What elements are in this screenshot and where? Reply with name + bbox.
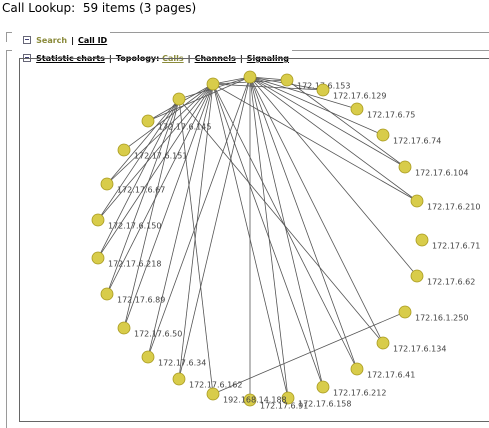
edge — [97, 83, 214, 221]
edge — [123, 98, 180, 329]
node — [117, 143, 131, 157]
edge — [147, 76, 251, 358]
edge — [178, 76, 251, 380]
node — [398, 305, 412, 319]
node-label: 172.17.6.162 — [189, 381, 242, 390]
edge — [249, 76, 418, 202]
edge — [212, 83, 324, 388]
edge — [212, 83, 358, 370]
node — [316, 83, 330, 97]
node-label: 172.17.6.62 — [427, 278, 475, 287]
edge — [147, 83, 214, 358]
node — [350, 362, 364, 376]
node-label: 172.17.6.71 — [432, 242, 480, 251]
edge — [106, 98, 180, 295]
edge — [123, 83, 214, 329]
node — [117, 321, 131, 335]
edge — [249, 76, 384, 344]
node — [100, 287, 114, 301]
node — [243, 70, 257, 84]
node-label: 172.17.6.67 — [117, 186, 165, 195]
node — [141, 350, 155, 364]
node-label: 172.17.6.34 — [158, 359, 206, 368]
node — [91, 213, 105, 227]
page-title: Call Lookup: 59 items (3 pages) — [2, 1, 197, 15]
search-fieldset — [6, 32, 489, 42]
node-label: 172.17.6.89 — [117, 296, 165, 305]
node-label: 172.17.6.150 — [108, 222, 161, 231]
node — [243, 393, 257, 407]
node — [206, 77, 220, 91]
separator: | — [71, 36, 75, 45]
node — [100, 177, 114, 191]
node-label: 172.17.6.212 — [333, 389, 386, 398]
edge — [249, 76, 324, 388]
expand-icon[interactable] — [23, 36, 32, 44]
node-label: 172.17.6.151 — [134, 152, 187, 161]
search-link[interactable]: Search — [36, 36, 68, 45]
node-label: 172.17.6.210 — [427, 203, 480, 212]
node-label: 172.17.6.75 — [367, 111, 415, 120]
edge — [106, 98, 180, 185]
edge — [249, 76, 384, 136]
node — [172, 372, 186, 386]
node-label: 192.168.14.188 — [223, 396, 287, 405]
graph-frame — [19, 58, 489, 422]
node-label: 172.17.6.41 — [367, 371, 415, 380]
node — [280, 73, 294, 87]
edge — [286, 79, 406, 168]
node — [206, 387, 220, 401]
edge — [123, 83, 214, 151]
node — [350, 102, 364, 116]
node — [91, 251, 105, 265]
node — [281, 391, 295, 405]
edge — [178, 98, 214, 395]
edge — [212, 83, 289, 399]
node-label: 172.17.6.50 — [134, 330, 182, 339]
node — [316, 380, 330, 394]
node — [172, 92, 186, 106]
node-label: 172.17.6.145 — [158, 123, 211, 132]
node — [415, 233, 429, 247]
node-label: 172.16.1.250 — [415, 314, 468, 323]
edge — [106, 83, 214, 185]
node — [398, 160, 412, 174]
edge — [97, 98, 180, 221]
node-label: 172.17.6.91 — [260, 402, 308, 411]
edge — [212, 83, 418, 202]
edge — [249, 76, 406, 168]
edge — [249, 76, 358, 110]
node — [410, 194, 424, 208]
edge — [147, 76, 251, 122]
node-label: 172.17.6.129 — [333, 92, 386, 101]
node-label: 172.17.6.104 — [415, 169, 468, 178]
node-label: 172.17.6.134 — [393, 345, 446, 354]
node-label: 172.17.6.74 — [393, 137, 441, 146]
node — [376, 336, 390, 350]
edge — [97, 83, 214, 259]
edge — [249, 76, 418, 277]
call-id-link[interactable]: Call ID — [78, 36, 108, 45]
edge — [212, 311, 406, 395]
node-label: 172.17.6.218 — [108, 260, 161, 269]
edge — [178, 98, 384, 344]
node — [376, 128, 390, 142]
edge — [97, 98, 180, 259]
edge — [249, 76, 358, 370]
node — [141, 114, 155, 128]
edge — [212, 83, 324, 91]
node-label: 172.17.6.158 — [298, 400, 351, 409]
node — [410, 269, 424, 283]
